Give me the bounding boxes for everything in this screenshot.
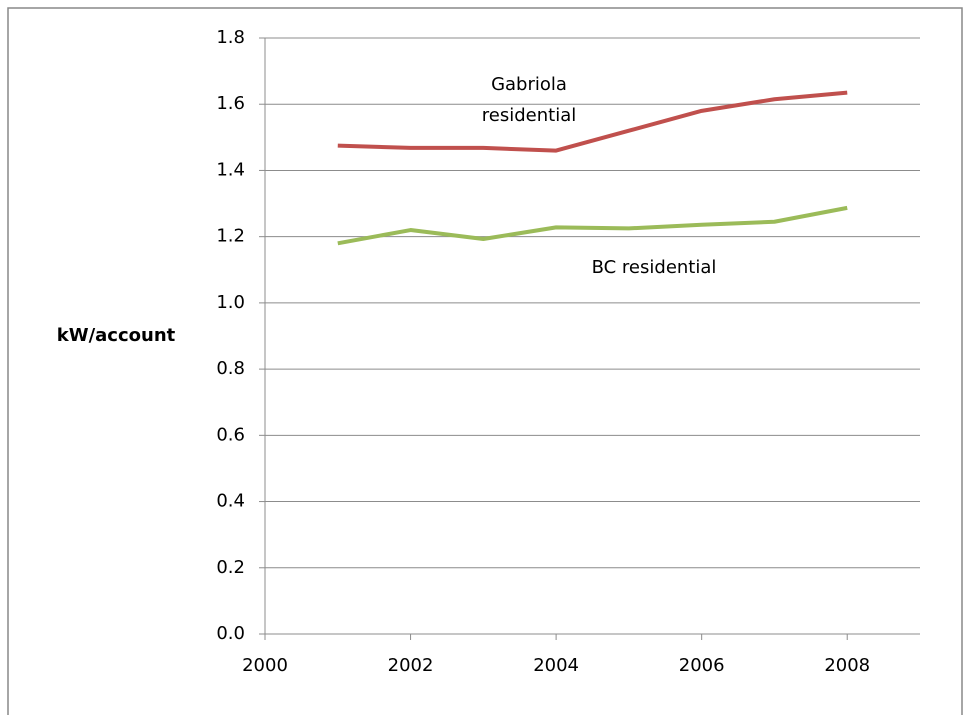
x-tick-label: 2000 [242, 655, 288, 676]
x-tick-label: 2004 [533, 655, 579, 676]
x-tick-label: 2002 [388, 655, 434, 676]
x-tick-label: 2008 [824, 655, 870, 676]
y-tick-label: 0.0 [216, 623, 245, 644]
series-label: BC residential [592, 257, 717, 278]
y-tick-label: 0.6 [216, 424, 245, 445]
y-tick-label: 1.4 [216, 159, 245, 180]
y-axis-label: kW/account [57, 325, 176, 346]
y-tick-label: 1.0 [216, 292, 245, 313]
series-line [337, 205, 848, 246]
series-label: Gabriola residential [482, 74, 576, 126]
y-tick-label: 1.8 [216, 27, 245, 48]
y-tick-label: 1.6 [216, 93, 245, 114]
y-tick-label: 0.4 [216, 491, 245, 512]
chart-frame [7, 7, 963, 715]
y-tick-label: 0.2 [216, 557, 245, 578]
y-tick-label: 0.8 [216, 358, 245, 379]
series-line [337, 90, 848, 153]
x-tick-label: 2006 [679, 655, 725, 676]
y-tick-label: 1.2 [216, 226, 245, 247]
